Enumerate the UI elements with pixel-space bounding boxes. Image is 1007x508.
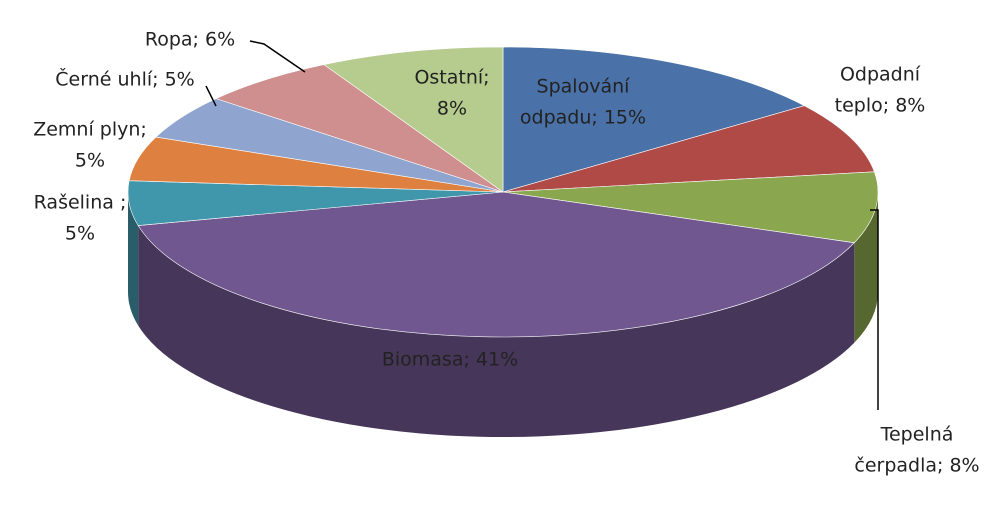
leader-line bbox=[249, 40, 306, 73]
data-label: Tepelná bbox=[880, 424, 954, 446]
slice-side bbox=[138, 225, 855, 437]
data-label: Ropa; 6% bbox=[145, 29, 235, 51]
data-label: Spalování bbox=[537, 76, 631, 98]
leader-line bbox=[870, 209, 879, 410]
data-label: 5% bbox=[65, 223, 95, 245]
data-label: 5% bbox=[75, 150, 105, 172]
pie-slice bbox=[137, 191, 855, 338]
data-label: 8% bbox=[437, 98, 467, 120]
slice-side bbox=[128, 192, 139, 326]
data-label: Biomasa; 41% bbox=[382, 349, 518, 371]
pie-tops bbox=[127, 46, 879, 338]
data-label: Černé uhlí; 5% bbox=[55, 67, 194, 91]
data-label: čerpadla; 8% bbox=[854, 455, 979, 477]
labels: Spalování odpadu; 15% Odpadní teplo; 8% Tepe… bbox=[33, 29, 979, 477]
data-label: teplo; 8% bbox=[835, 95, 926, 117]
data-label: Rašelina ; bbox=[34, 192, 127, 214]
pie-slice bbox=[502, 46, 806, 193]
data-label: Ostatní; bbox=[414, 67, 489, 89]
leader-line bbox=[205, 85, 217, 107]
pie-slice bbox=[502, 105, 875, 193]
data-label: Odpadní bbox=[840, 64, 921, 86]
pie-slice bbox=[502, 171, 879, 244]
leader-lines bbox=[205, 40, 879, 410]
pie-slice bbox=[215, 64, 504, 193]
slice-side bbox=[854, 192, 879, 343]
pie-slice bbox=[323, 46, 504, 193]
data-label: Zemní plyn; bbox=[33, 119, 147, 141]
pie-sides bbox=[128, 192, 879, 437]
data-label: odpadu; 15% bbox=[520, 107, 646, 129]
